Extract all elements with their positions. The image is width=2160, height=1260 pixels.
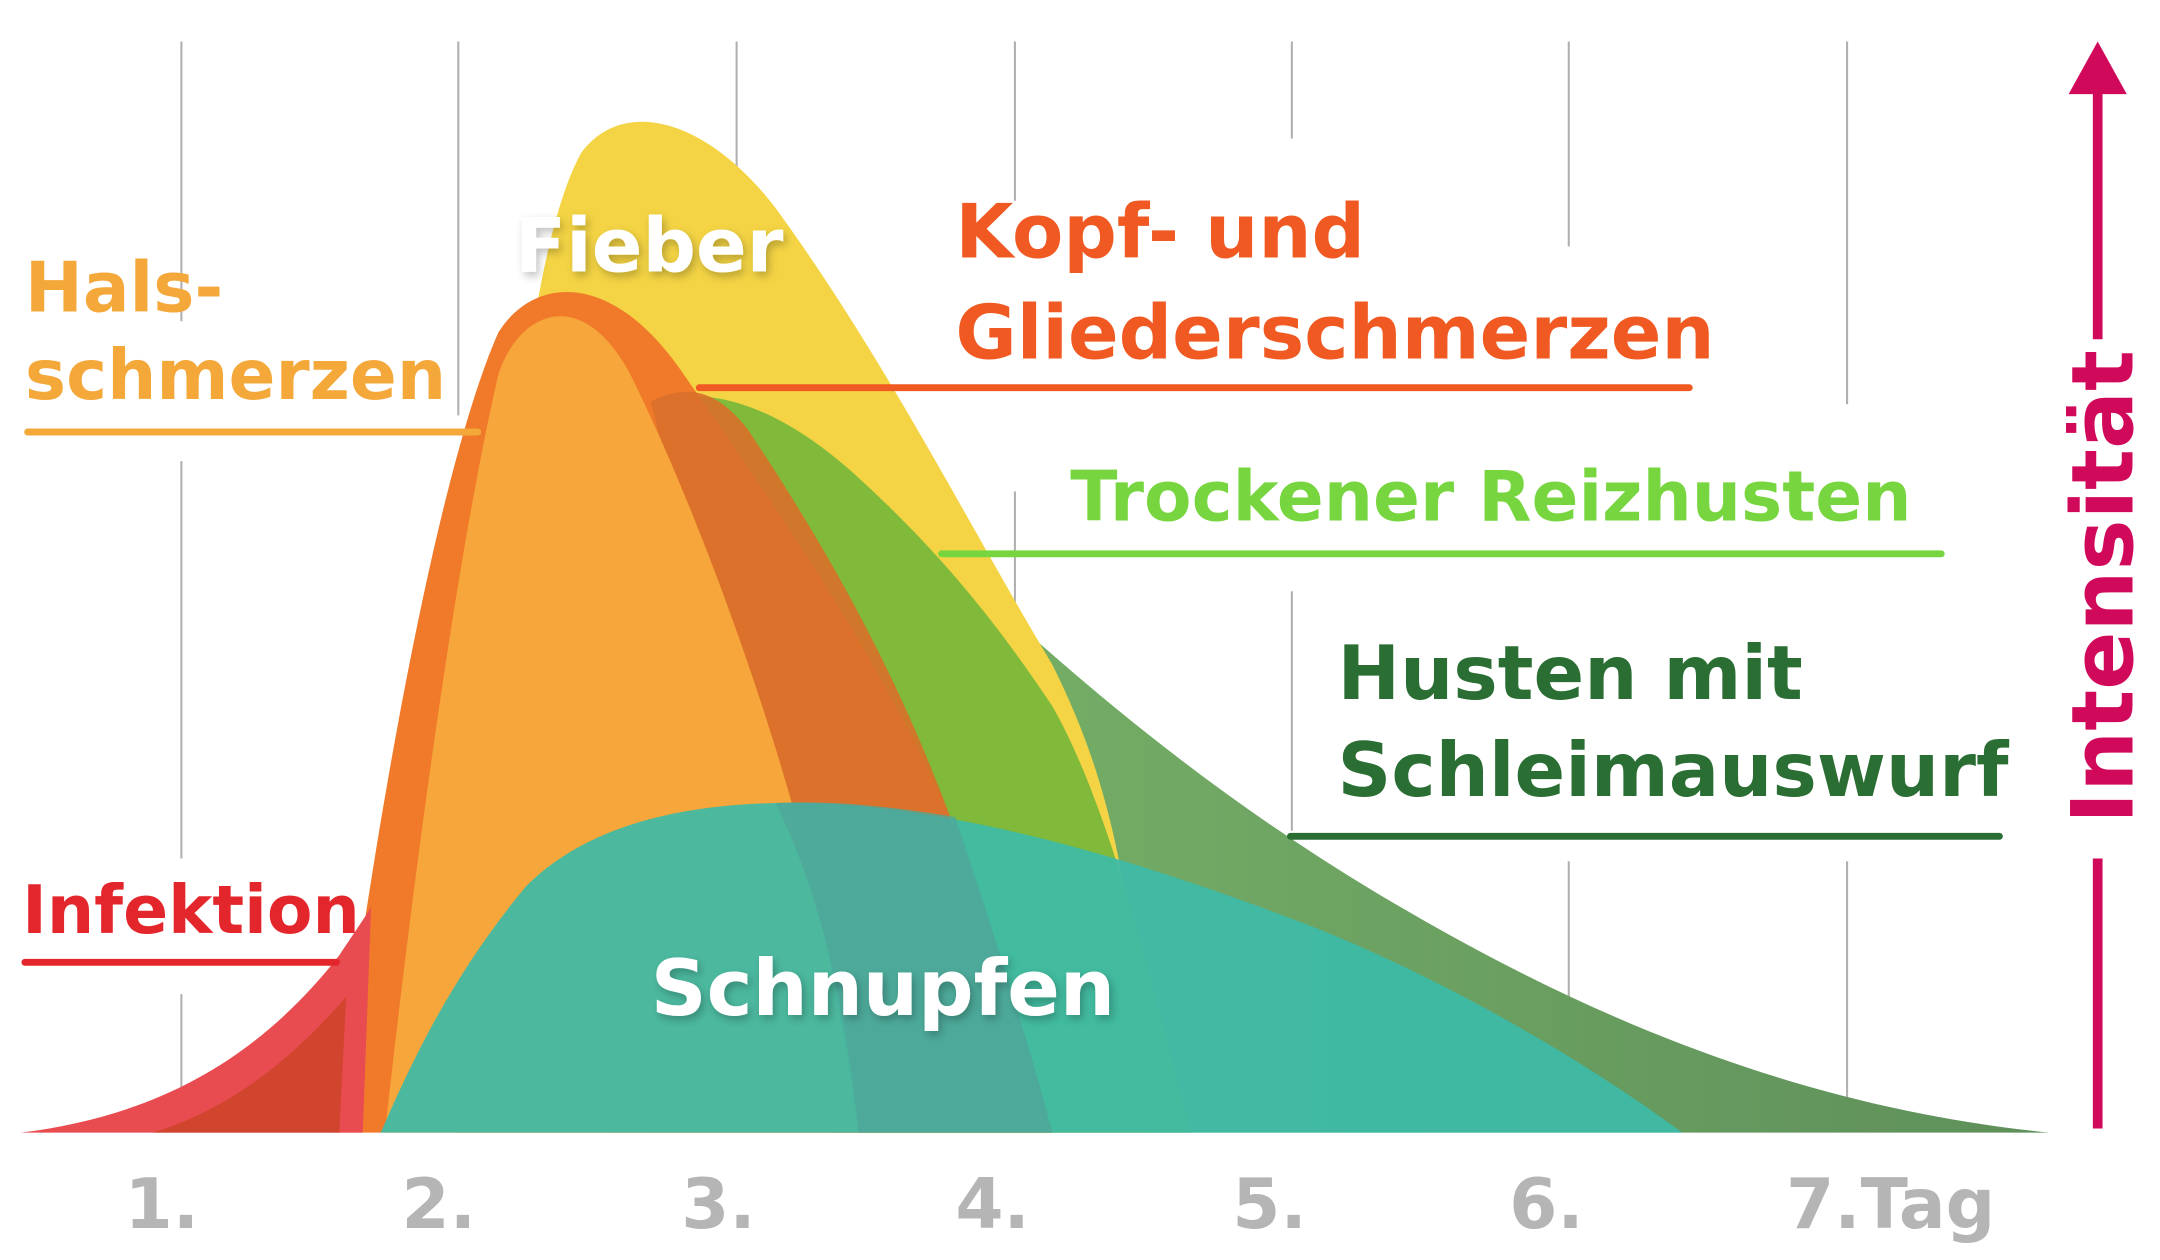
tick-day-4: 4. bbox=[955, 1165, 1029, 1245]
curve-infektion-overlap bbox=[152, 996, 347, 1133]
label-trockener-reizhusten: Trockener Reizhusten bbox=[1070, 458, 1911, 538]
label-intensitaet: Intensität bbox=[2053, 350, 2153, 824]
label-halsschmerzen-line2: schmerzen bbox=[25, 336, 446, 416]
arrow-up-icon bbox=[2068, 41, 2127, 95]
tick-day-3: 3. bbox=[681, 1165, 755, 1245]
label-halsschmerzen-line1: Hals- bbox=[25, 249, 223, 329]
label-kopf-line1: Kopf- und bbox=[955, 189, 1365, 276]
label-schleim-line1: Husten mit bbox=[1338, 630, 1803, 717]
label-schleim-line2: Schleimauswurf bbox=[1338, 727, 2010, 814]
curve-schnupfen bbox=[380, 802, 1683, 1133]
label-schnupfen: Schnupfen bbox=[651, 944, 1115, 1034]
tick-day-5: 5. bbox=[1232, 1165, 1306, 1245]
tick-day-2: 2. bbox=[402, 1165, 476, 1245]
intensity-axis: Intensität bbox=[2053, 41, 2153, 1129]
label-fieber: Fieber bbox=[515, 202, 784, 289]
curve-schnupfen-overlap bbox=[775, 802, 1053, 1133]
tick-day-7: 7.Tag bbox=[1786, 1165, 1995, 1245]
label-underlines bbox=[21, 384, 2003, 966]
x-axis: 1. 2. 3. 4. 5. 6. 7.Tag bbox=[125, 1165, 1996, 1245]
label-kopf-line2: Gliederschmerzen bbox=[955, 290, 1714, 377]
tick-day-6: 6. bbox=[1509, 1165, 1583, 1245]
label-infektion: Infektion bbox=[22, 871, 360, 949]
tick-day-1: 1. bbox=[125, 1165, 199, 1245]
